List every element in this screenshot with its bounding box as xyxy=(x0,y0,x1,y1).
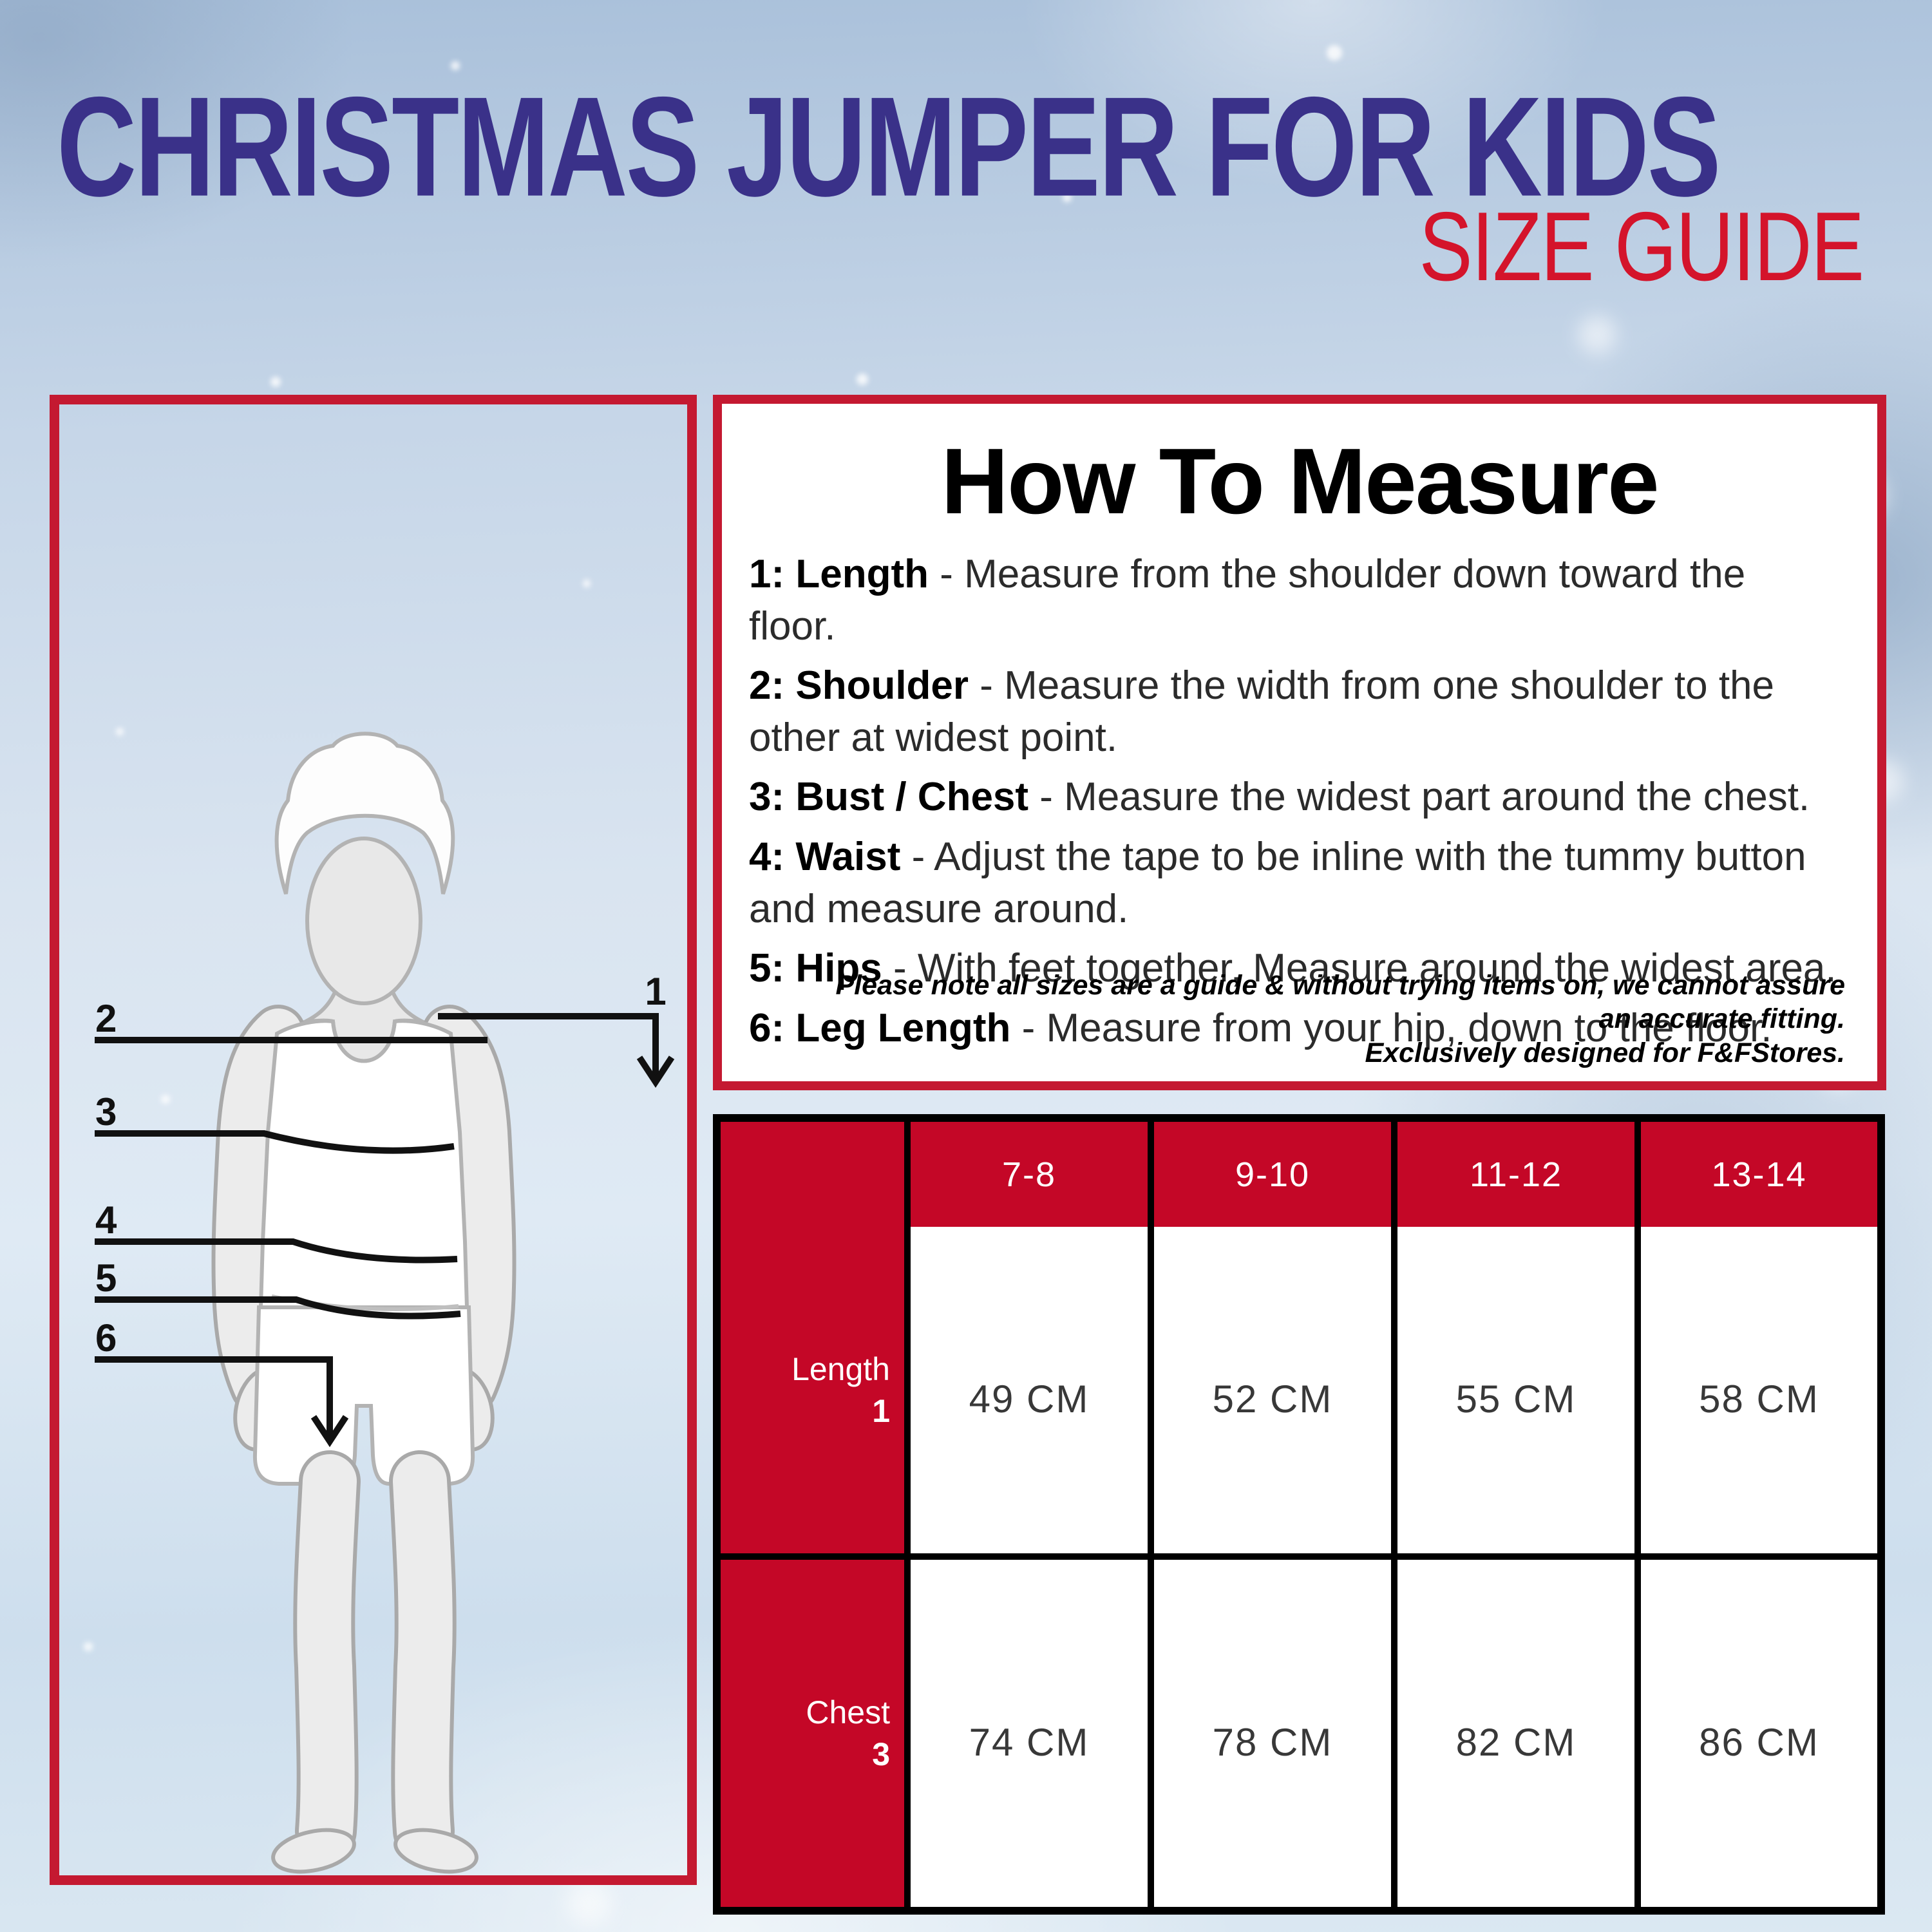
measure-line-6-arrowhead xyxy=(310,1415,349,1448)
figure-shorts xyxy=(252,1305,475,1486)
bokeh-light xyxy=(567,1880,612,1926)
measure-step-length: 1: Length - Measure from the shoulder do… xyxy=(749,552,1746,649)
figure-legs xyxy=(271,1450,478,1874)
chest-value-11-12: 82 CM xyxy=(1455,1721,1577,1764)
table-divider-vertical xyxy=(1634,1122,1641,1907)
length-value-13-14: 58 CM xyxy=(1699,1378,1819,1421)
measure-line-4 xyxy=(95,1238,458,1264)
chest-value-7-8: 74 CM xyxy=(969,1721,1090,1764)
snow-dot xyxy=(1063,193,1072,202)
marker-5: 5 xyxy=(95,1256,117,1300)
chest-value-9-10: 78 CM xyxy=(1212,1721,1333,1764)
measure-step-hips: 5: Hips - With feet together, Measure ar… xyxy=(749,946,1837,991)
figure-face xyxy=(305,837,422,1005)
size-table-label-column xyxy=(721,1122,904,1907)
measure-step-waist: 4: Waist - Adjust the tape to be inline … xyxy=(749,834,1806,931)
body-measurement-diagram: 1 2 3 4 5 6 xyxy=(95,732,675,1874)
figure-vest xyxy=(258,1019,469,1309)
measurement-figure-panel: 1 2 3 4 5 6 xyxy=(50,395,697,1885)
measure-line-5 xyxy=(95,1296,461,1320)
length-value-11-12: 55 CM xyxy=(1455,1378,1577,1421)
marker-1: 1 xyxy=(645,970,666,1013)
measure-steps: 1: Length - Measure from the shoulder do… xyxy=(749,549,1842,1062)
page-title: CHRISTMAS JUMPER FOR KIDS xyxy=(57,68,1721,226)
bokeh-light xyxy=(1578,316,1616,354)
measurement-lines xyxy=(95,1013,675,1448)
table-divider-vertical xyxy=(1391,1122,1397,1907)
marker-4: 4 xyxy=(95,1198,117,1242)
snow-dot xyxy=(270,377,281,387)
row-label-length: Length 1 xyxy=(791,1350,890,1429)
measure-line-1-arrowhead xyxy=(636,1056,675,1088)
row-label-chest: Chest 3 xyxy=(806,1694,890,1772)
measure-line-3 xyxy=(95,1130,455,1154)
length-value-7-8: 49 CM xyxy=(969,1378,1090,1421)
page-subtitle: SIZE GUIDE xyxy=(1418,192,1864,301)
measure-step-shoulder: 2: Shoulder - Measure the width from one… xyxy=(749,663,1775,760)
table-divider-vertical xyxy=(904,1122,911,1907)
size-col-header-11-12: 11-12 xyxy=(1397,1122,1634,1227)
measurement-marker-labels: 1 2 3 4 5 6 xyxy=(95,970,667,1359)
length-value-9-10: 52 CM xyxy=(1212,1378,1333,1421)
marker-2: 2 xyxy=(95,997,117,1040)
snow-dot xyxy=(116,728,124,735)
snow-dot xyxy=(857,374,868,385)
disclaimer-line-2: Exclusively designed for F&FStores. xyxy=(1365,1037,1845,1068)
marker-3: 3 xyxy=(95,1090,117,1133)
snow-dot xyxy=(1327,45,1342,61)
snow-dot xyxy=(451,61,460,70)
measure-step-bust-chest: 3: Bust / Chest - Measure the widest par… xyxy=(749,775,1810,820)
table-divider-vertical xyxy=(1148,1122,1154,1907)
snow-dot xyxy=(583,580,591,587)
table-divider-horizontal xyxy=(721,1553,1877,1560)
size-col-header-9-10: 9-10 xyxy=(1154,1122,1391,1227)
size-table: 7-8 9-10 11-12 13-14 Length 1 Chest 3 49 C… xyxy=(713,1114,1885,1915)
disclaimer-line-1: Please note all sizes are a guide & with… xyxy=(835,969,1845,1035)
snow-dot xyxy=(161,1095,170,1104)
measure-line-6 xyxy=(95,1356,333,1439)
snow-dot xyxy=(84,1642,93,1651)
sizing-disclaimer-note: Please note all sizes are a guide & with… xyxy=(799,969,1845,1070)
marker-6: 6 xyxy=(95,1316,117,1359)
how-to-measure-title: How To Measure xyxy=(941,429,1659,533)
size-col-header-13-14: 13-14 xyxy=(1641,1122,1877,1227)
how-to-measure-panel: How To Measure 1: Length - Measure from … xyxy=(713,395,1886,1090)
size-col-header-7-8: 7-8 xyxy=(911,1122,1148,1227)
chest-value-13-14: 86 CM xyxy=(1699,1721,1819,1764)
figure-hair xyxy=(274,732,455,895)
measure-line-1 xyxy=(438,1013,659,1079)
measure-step-leg-length: 6: Leg Length - Measure from your hip, d… xyxy=(749,1005,1772,1050)
